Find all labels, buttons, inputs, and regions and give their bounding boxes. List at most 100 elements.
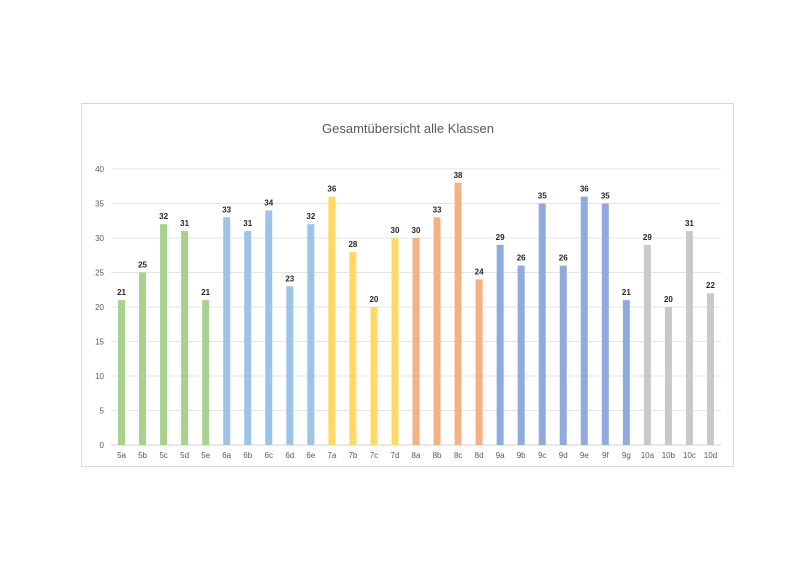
x-tick-label-8b: 8b	[433, 451, 442, 460]
bar-7b	[349, 251, 357, 445]
bar-8c	[454, 182, 462, 446]
bar-9b	[517, 265, 525, 445]
data-label-9f: 35	[601, 192, 610, 201]
bar-10c	[685, 231, 693, 445]
y-tick-label: 10	[95, 372, 104, 381]
y-tick-label: 20	[95, 303, 104, 312]
x-tick-label-6e: 6e	[306, 451, 315, 460]
bars	[118, 182, 714, 446]
bar-5c	[160, 224, 168, 445]
x-tick-label-9c: 9c	[538, 451, 546, 460]
data-label-5e: 21	[201, 288, 210, 297]
y-tick-label: 40	[95, 165, 104, 174]
data-label-9a: 29	[496, 233, 505, 242]
data-label-5d: 31	[180, 219, 189, 228]
x-tick-label-5c: 5c	[159, 451, 167, 460]
bar-8a	[412, 238, 420, 445]
bar-5e	[202, 300, 210, 445]
bar-6b	[244, 231, 252, 445]
data-label-8b: 33	[433, 205, 442, 214]
bar-9e	[580, 196, 588, 445]
data-label-10b: 20	[664, 295, 673, 304]
bar-5a	[118, 300, 126, 445]
data-label-10c: 31	[685, 219, 694, 228]
bar-6d	[286, 286, 294, 445]
y-tick-label: 5	[100, 407, 105, 416]
x-tick-label-5a: 5a	[117, 451, 126, 460]
x-tick-label-5b: 5b	[138, 451, 147, 460]
x-tick-label-9e: 9e	[580, 451, 589, 460]
data-label-9b: 26	[517, 254, 526, 263]
data-label-6a: 33	[222, 205, 231, 214]
data-labels: 21 25 32 31 21 33 31 34 23 32 36 28 20 30 30 33 38 24 29 26…	[117, 171, 715, 304]
bar-9f	[601, 203, 609, 445]
x-tick-label-6b: 6b	[243, 451, 252, 460]
bar-6c	[265, 210, 273, 445]
x-tick-label-5e: 5e	[201, 451, 210, 460]
y-tick-label: 35	[95, 200, 104, 209]
data-label-6e: 32	[306, 212, 315, 221]
x-tick-label-6a: 6a	[222, 451, 231, 460]
y-tick-label: 15	[95, 338, 104, 347]
data-label-5c: 32	[159, 212, 168, 221]
y-axis-ticks: 0 5 10 15 20 25 30 35 40	[95, 165, 104, 450]
x-tick-label-5d: 5d	[180, 451, 189, 460]
bar-7d	[391, 238, 399, 445]
data-label-8d: 24	[475, 267, 484, 276]
x-tick-label-9b: 9b	[517, 451, 526, 460]
x-tick-label-10a: 10a	[641, 451, 655, 460]
x-tick-label-8d: 8d	[475, 451, 484, 460]
bar-6a	[223, 217, 231, 445]
bar-7a	[328, 196, 336, 445]
y-tick-label: 30	[95, 234, 104, 243]
bar-10d	[706, 293, 714, 445]
x-tick-label-9g: 9g	[622, 451, 631, 460]
x-tick-label-7c: 7c	[370, 451, 378, 460]
x-tick-label-8a: 8a	[412, 451, 421, 460]
x-tick-label-7b: 7b	[348, 451, 357, 460]
bar-9d	[559, 265, 567, 445]
data-label-5b: 25	[138, 261, 147, 270]
bar-8b	[433, 217, 441, 445]
data-label-7b: 28	[348, 240, 357, 249]
y-tick-label: 25	[95, 269, 104, 278]
data-label-5a: 21	[117, 288, 126, 297]
data-label-7a: 36	[327, 185, 336, 194]
x-tick-label-7a: 7a	[327, 451, 336, 460]
data-label-7c: 20	[369, 295, 378, 304]
bar-7c	[370, 307, 378, 445]
data-label-9d: 26	[559, 254, 568, 263]
data-label-6c: 34	[264, 198, 273, 207]
bar-chart: Gesamtübersicht alle Klassen 0 5 10 15 20 25 3…	[95, 121, 721, 460]
x-tick-label-10c: 10c	[683, 451, 696, 460]
bar-9a	[496, 244, 504, 445]
bar-6e	[307, 224, 315, 445]
x-tick-label-9d: 9d	[559, 451, 568, 460]
x-tick-label-10b: 10b	[662, 451, 676, 460]
data-label-8c: 38	[454, 171, 463, 180]
x-tick-label-7d: 7d	[391, 451, 400, 460]
bar-10b	[664, 307, 672, 445]
data-label-9c: 35	[538, 192, 547, 201]
x-tick-label-9f: 9f	[602, 451, 609, 460]
x-tick-label-6d: 6d	[285, 451, 294, 460]
x-tick-label-9a: 9a	[496, 451, 505, 460]
bar-10a	[643, 244, 651, 445]
bar-9g	[622, 300, 630, 445]
data-label-9g: 21	[622, 288, 631, 297]
chart-title: Gesamtübersicht alle Klassen	[322, 121, 494, 136]
data-label-6d: 23	[285, 274, 294, 283]
x-tick-label-8c: 8c	[454, 451, 462, 460]
data-label-7d: 30	[391, 226, 400, 235]
bar-8d	[475, 279, 483, 445]
bar-5d	[181, 231, 189, 445]
x-tick-label-10d: 10d	[704, 451, 717, 460]
y-tick-label: 0	[100, 441, 105, 450]
data-label-10a: 29	[643, 233, 652, 242]
data-label-8a: 30	[412, 226, 421, 235]
data-label-9e: 36	[580, 185, 589, 194]
bar-5b	[139, 272, 147, 445]
data-label-6b: 31	[243, 219, 252, 228]
chart-frame: Gesamtübersicht alle Klassen 0 5 10 15 20 25 3…	[81, 103, 734, 467]
data-label-10d: 22	[706, 281, 715, 290]
